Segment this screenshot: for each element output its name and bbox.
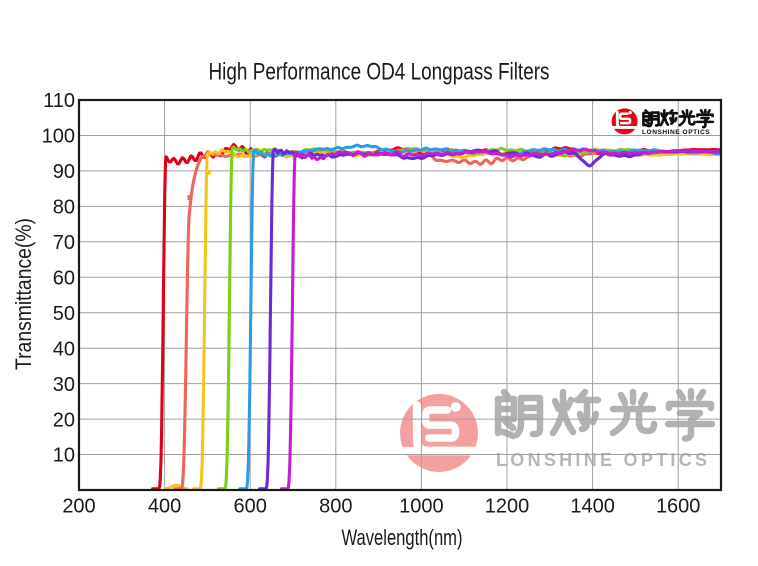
- svg-text:50: 50: [53, 303, 75, 325]
- svg-text:1000: 1000: [399, 496, 444, 518]
- svg-text:Wavelength(nm): Wavelength(nm): [342, 525, 463, 550]
- svg-text:LONSHINE OPTICS: LONSHINE OPTICS: [496, 450, 707, 470]
- svg-text:1600: 1600: [656, 496, 701, 518]
- svg-text:110: 110: [43, 90, 75, 112]
- svg-text:20: 20: [53, 409, 75, 431]
- svg-text:40: 40: [53, 338, 75, 360]
- svg-text:30: 30: [53, 374, 75, 396]
- svg-text:400: 400: [148, 496, 181, 518]
- svg-text:80: 80: [53, 197, 75, 219]
- svg-text:LONSHINE OPTICS: LONSHINE OPTICS: [642, 129, 710, 136]
- svg-text:70: 70: [53, 232, 75, 254]
- svg-text:200: 200: [62, 496, 95, 518]
- svg-text:800: 800: [319, 496, 352, 518]
- svg-text:1200: 1200: [485, 496, 530, 518]
- svg-text:Transmittance(%): Transmittance(%): [11, 218, 36, 370]
- svg-text:High Performance OD4 Longpass: High Performance OD4 Longpass Filters: [209, 59, 550, 86]
- svg-text:90: 90: [53, 161, 75, 183]
- svg-text:600: 600: [234, 496, 267, 518]
- svg-text:10: 10: [53, 445, 75, 467]
- svg-text:100: 100: [42, 126, 75, 148]
- svg-text:60: 60: [53, 268, 75, 290]
- svg-text:1400: 1400: [570, 496, 615, 518]
